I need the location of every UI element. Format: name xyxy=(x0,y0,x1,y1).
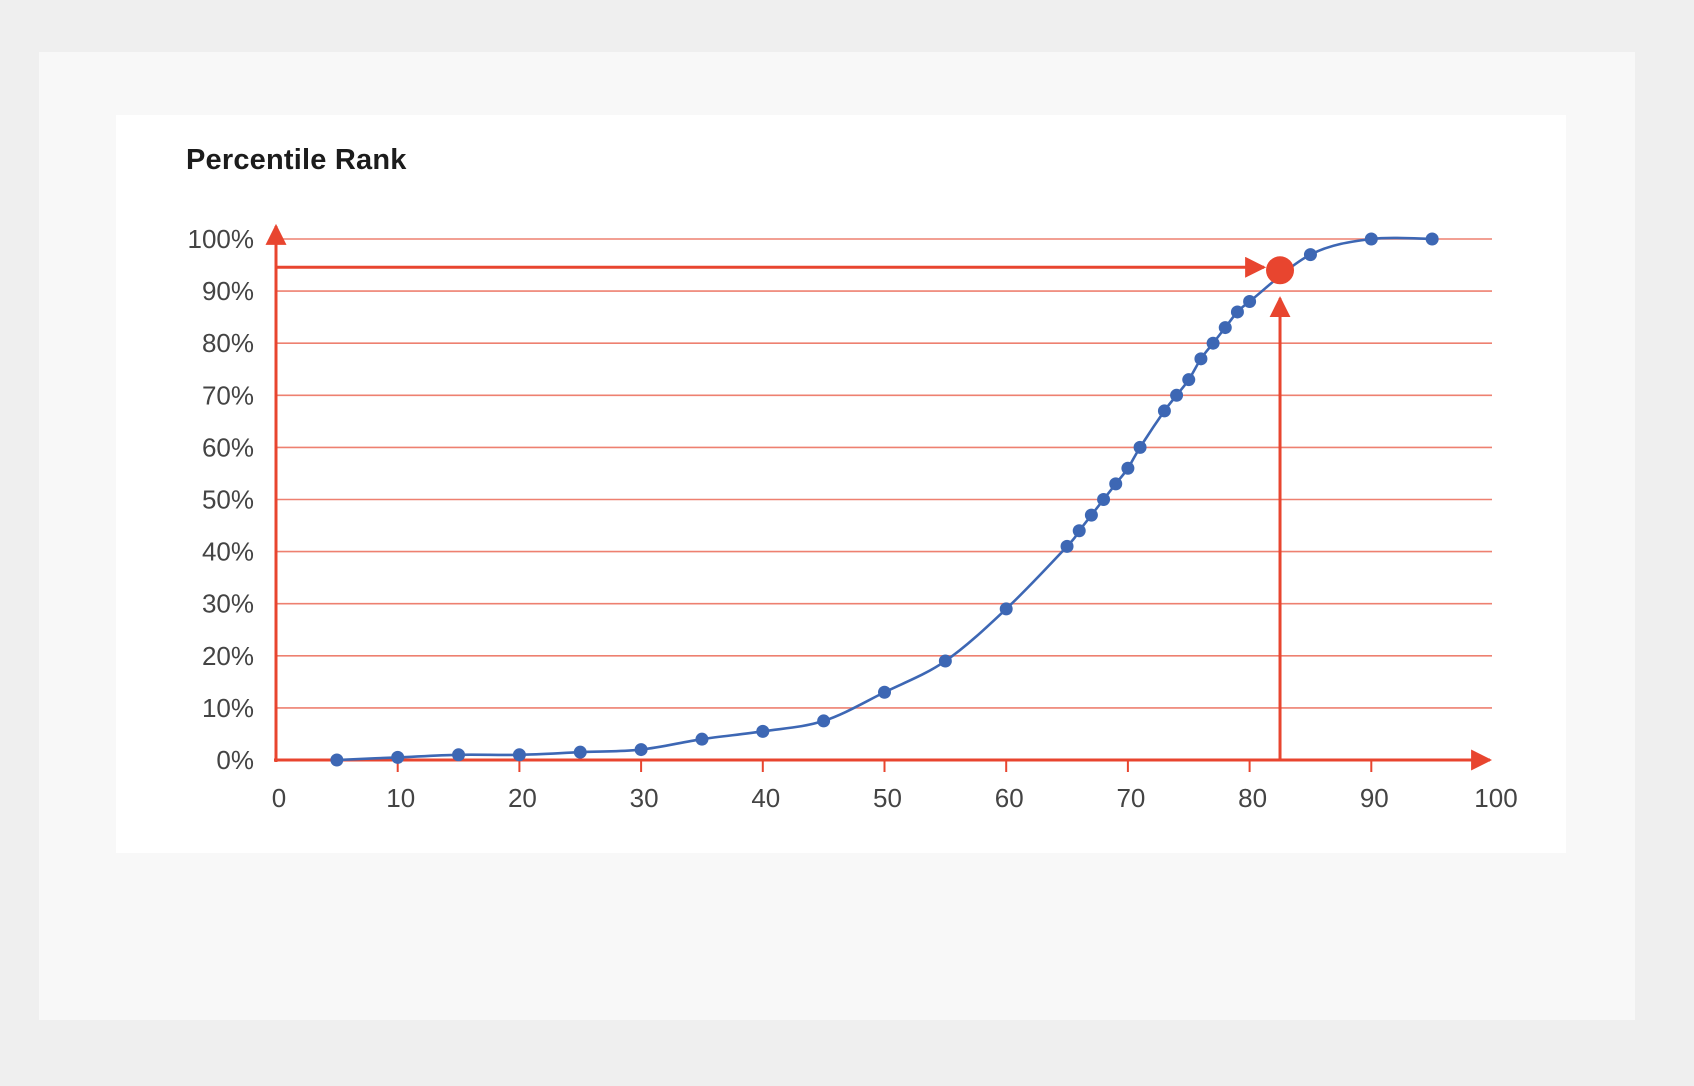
data-point xyxy=(938,654,952,668)
data-point xyxy=(1364,232,1378,246)
y-tick-label: 80% xyxy=(202,328,254,358)
data-point xyxy=(330,753,344,767)
x-tick-label: 40 xyxy=(751,783,780,813)
data-point xyxy=(1084,508,1098,522)
x-tick-label: 90 xyxy=(1360,783,1389,813)
data-point xyxy=(1157,404,1171,418)
highlight-point xyxy=(1266,256,1295,285)
y-tick-label: 50% xyxy=(202,485,254,515)
y-tick-label: 90% xyxy=(202,276,254,306)
y-tick-label: 60% xyxy=(202,432,254,462)
data-point xyxy=(391,750,405,764)
x-tick-label: 100 xyxy=(1474,783,1517,813)
data-points xyxy=(330,232,1439,767)
x-tick-label: 0 xyxy=(272,783,286,813)
data-point xyxy=(878,685,891,699)
data-point xyxy=(1182,373,1196,387)
data-point xyxy=(1097,493,1111,506)
data-point xyxy=(1425,232,1439,246)
x-tick-label: 20 xyxy=(508,783,537,813)
data-point xyxy=(1218,321,1232,335)
grid-lines xyxy=(276,238,1492,709)
data-point xyxy=(512,748,526,762)
y-tick-label: 20% xyxy=(202,641,254,671)
x-tick-label: 60 xyxy=(995,783,1024,813)
data-point xyxy=(999,602,1013,616)
data-point xyxy=(1303,248,1317,262)
data-point xyxy=(452,748,466,762)
data-point xyxy=(1133,440,1147,454)
data-point xyxy=(1230,305,1244,319)
y-tick-label: 10% xyxy=(202,693,254,723)
y-tick-label: 30% xyxy=(202,589,254,619)
x-tick-labels: 0 10 20 30 40 50 60 70 80 90 100 xyxy=(272,783,1518,813)
data-point xyxy=(1109,477,1123,491)
x-tick-label: 80 xyxy=(1238,783,1267,813)
data-point xyxy=(1243,295,1257,309)
x-tick-label: 50 xyxy=(873,783,902,813)
x-tick-label: 30 xyxy=(630,783,659,813)
y-tick-label: 40% xyxy=(202,537,254,567)
x-tick-label: 10 xyxy=(386,783,415,813)
data-point xyxy=(1170,388,1184,402)
data-point xyxy=(1072,524,1086,538)
y-tick-labels: 0% 10% 20% 30% 40% 50% 60% 70% 80% 90% 100% xyxy=(188,224,255,775)
data-point xyxy=(1206,336,1220,350)
axes xyxy=(265,223,1493,772)
data-point xyxy=(1194,352,1208,366)
data-point xyxy=(1060,539,1074,553)
data-point xyxy=(634,743,648,757)
data-point xyxy=(756,724,770,738)
y-tick-label: 70% xyxy=(202,380,254,410)
chart-title: Percentile Rank xyxy=(186,144,407,176)
y-tick-label: 100% xyxy=(188,224,255,254)
chart-card xyxy=(116,115,1566,853)
data-point xyxy=(817,714,831,728)
y-tick-label: 0% xyxy=(216,745,254,775)
data-point xyxy=(695,732,709,746)
highlight-annotation xyxy=(276,256,1295,760)
data-point xyxy=(1121,461,1135,475)
data-point xyxy=(573,745,587,759)
x-tick-label: 70 xyxy=(1116,783,1145,813)
